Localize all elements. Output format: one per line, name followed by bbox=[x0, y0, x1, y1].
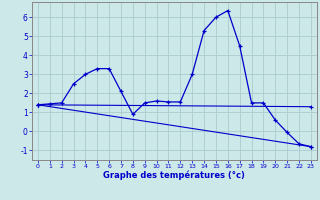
X-axis label: Graphe des températures (°c): Graphe des températures (°c) bbox=[103, 171, 245, 180]
